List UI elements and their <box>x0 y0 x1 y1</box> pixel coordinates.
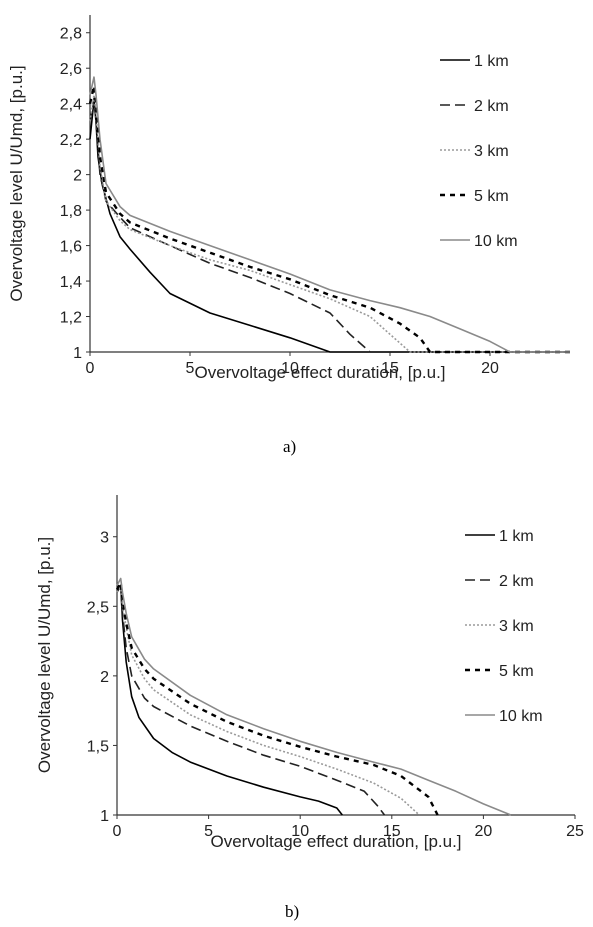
series-line-1km <box>89 99 570 353</box>
series-line-3km <box>116 584 420 816</box>
legend-label: 3 km <box>474 143 509 160</box>
y-tick-label: 1,6 <box>60 239 82 256</box>
series-line-5km <box>88 84 570 354</box>
y-tick-label: 2 <box>100 669 109 686</box>
y-axis-title: Overvoltage level U/Umd, [p.u.] <box>35 537 54 773</box>
legend-label: 5 km <box>474 188 509 205</box>
legend-label: 1 km <box>499 528 534 545</box>
series-line-10km <box>89 76 570 353</box>
y-tick-label: 1,5 <box>87 738 109 755</box>
y-axis-title: Overvoltage level U/Umd, [p.u.] <box>7 65 26 301</box>
legend-label: 10 km <box>474 233 518 250</box>
y-tick-label: 1,4 <box>60 274 82 291</box>
y-tick-label: 2,6 <box>60 61 82 78</box>
x-tick-label: 0 <box>113 823 122 840</box>
series-line-2km <box>89 97 570 353</box>
chart-b-caption: b) <box>285 902 300 921</box>
series-line-3km <box>89 94 570 353</box>
x-axis-title: Overvoltage effect duration, [p.u.] <box>194 363 445 382</box>
y-tick-label: 2,2 <box>60 132 82 149</box>
x-tick-label: 5 <box>204 823 213 840</box>
chart-panel-a: 1 1,2 1,4 1,6 1,8 2 2,2 2,4 2,6 2,8 0 5 10 15 20 Overvo… <box>0 0 593 460</box>
x-tick-label: 0 <box>86 360 95 377</box>
legend-label: 3 km <box>499 618 534 635</box>
x-tick-label: 15 <box>383 823 401 840</box>
chart-a-caption: a) <box>283 437 297 456</box>
series-line-1km <box>116 584 343 816</box>
x-tick-label: 5 <box>186 360 195 377</box>
chart-panel-b: 1 1,5 2 2,5 3 0 5 10 15 20 25 Overvoltage effect du… <box>0 475 593 927</box>
x-axis-title: Overvoltage effect duration, [p.u.] <box>210 832 461 851</box>
series-line-2km <box>116 584 386 816</box>
legend-label: 2 km <box>499 573 534 590</box>
y-tick-label: 3 <box>100 530 109 547</box>
x-tick-label: 10 <box>291 823 309 840</box>
y-tick-label: 1 <box>100 808 109 825</box>
x-tick-label: 10 <box>281 360 299 377</box>
legend-label: 1 km <box>474 53 509 70</box>
y-tick-label: 1,8 <box>60 203 82 220</box>
x-tick-label: 20 <box>475 823 493 840</box>
legend-label: 2 km <box>474 98 509 115</box>
y-tick-label: 2,5 <box>87 599 109 616</box>
x-tick-label: 15 <box>381 360 399 377</box>
y-tick-label: 2,4 <box>60 97 82 114</box>
x-tick-label: 20 <box>481 360 499 377</box>
y-tick-label: 1 <box>73 345 82 362</box>
series-line-5km <box>115 581 439 816</box>
chart-a-svg: 1 1,2 1,4 1,6 1,8 2 2,2 2,4 2,6 2,8 0 5 10 15 20 Overvo… <box>7 15 570 382</box>
chart-b-svg: 1 1,5 2 2,5 3 0 5 10 15 20 25 Overvoltage effect du… <box>35 495 584 851</box>
x-tick-label: 25 <box>566 823 584 840</box>
y-tick-label: 2 <box>73 168 82 185</box>
legend-label: 5 km <box>499 663 534 680</box>
legend-label: 10 km <box>499 708 543 725</box>
series-line-10km <box>116 577 512 816</box>
y-tick-label: 2,8 <box>60 26 82 43</box>
y-tick-label: 1,2 <box>60 310 82 327</box>
